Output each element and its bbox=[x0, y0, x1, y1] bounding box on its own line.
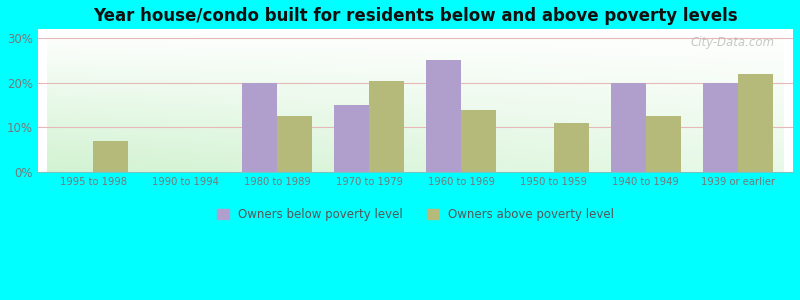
Bar bbox=[610, 83, 646, 172]
Bar bbox=[93, 141, 128, 172]
Title: Year house/condo built for residents below and above poverty levels: Year house/condo built for residents bel… bbox=[93, 7, 738, 25]
Bar bbox=[646, 116, 681, 172]
Text: City-Data.com: City-Data.com bbox=[690, 36, 774, 50]
Bar bbox=[702, 83, 738, 172]
Bar bbox=[426, 61, 462, 172]
Bar bbox=[462, 110, 497, 172]
Bar bbox=[278, 116, 312, 172]
Legend: Owners below poverty level, Owners above poverty level: Owners below poverty level, Owners above… bbox=[212, 203, 618, 226]
Bar bbox=[554, 123, 589, 172]
Bar bbox=[738, 74, 773, 172]
Bar bbox=[242, 83, 278, 172]
Bar bbox=[334, 105, 370, 172]
Bar bbox=[370, 80, 404, 172]
